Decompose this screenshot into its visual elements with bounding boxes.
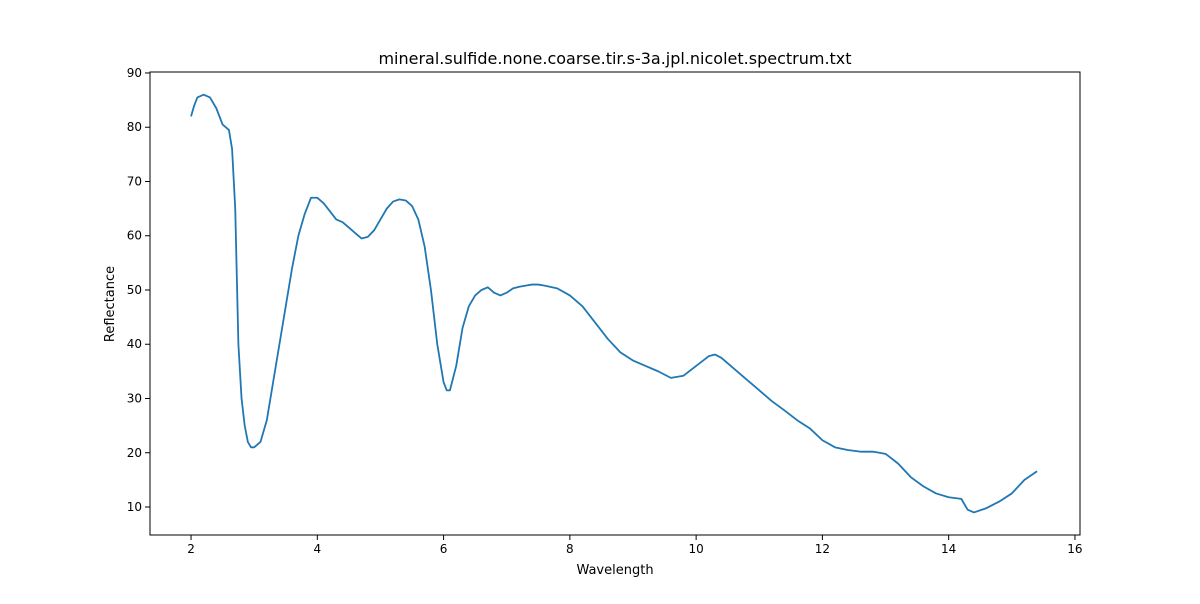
- x-axis-label: Wavelength: [576, 563, 653, 578]
- y-tick-label: 60: [127, 229, 142, 243]
- y-tick-label: 40: [127, 337, 142, 351]
- y-axis-label: Reflectance: [103, 266, 118, 342]
- y-tick-label: 20: [127, 446, 142, 460]
- x-tick-label: 12: [815, 542, 830, 556]
- x-tick-label: 2: [187, 542, 195, 556]
- y-tick-label: 10: [127, 500, 142, 514]
- x-tick-label: 16: [1067, 542, 1082, 556]
- chart-title: mineral.sulfide.none.coarse.tir.s-3a.jpl…: [378, 49, 851, 68]
- line-series: [190, 93, 1038, 514]
- y-tick-label: 70: [127, 174, 142, 188]
- x-tick-label: 4: [313, 542, 321, 556]
- plot-frame: [149, 71, 1081, 536]
- y-tick-label: 80: [127, 120, 142, 134]
- x-tick-label: 10: [688, 542, 703, 556]
- x-tick-label: 8: [566, 542, 574, 556]
- y-tick-label: 30: [127, 391, 142, 405]
- y-tick-label: 50: [127, 283, 142, 297]
- x-tick-label: 14: [941, 542, 956, 556]
- y-tick-label: 90: [127, 66, 142, 80]
- x-tick-label: 6: [440, 542, 448, 556]
